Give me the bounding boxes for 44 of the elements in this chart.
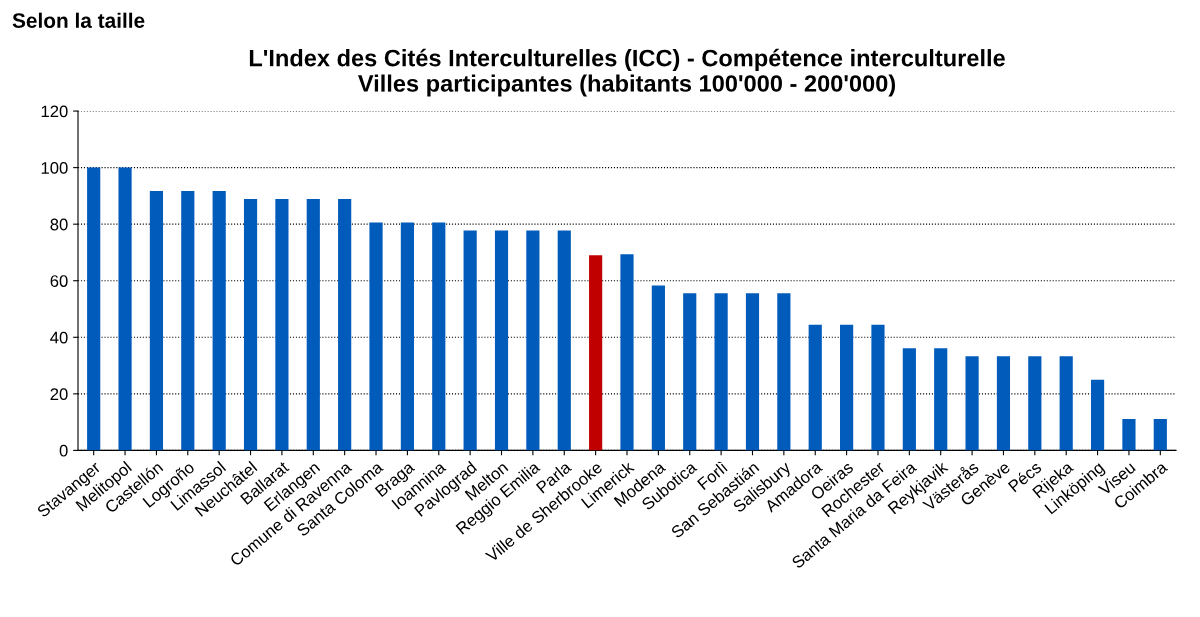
y-tick-label: 80: [50, 218, 68, 231]
y-tick-label: 40: [50, 331, 68, 344]
bar: [118, 167, 132, 451]
bar: [149, 191, 164, 451]
bar: [745, 293, 760, 451]
bar: [494, 230, 509, 451]
bar: [1028, 356, 1042, 451]
y-tick-label: 120: [41, 105, 68, 118]
bar: [212, 191, 226, 451]
bar: [306, 199, 320, 451]
bar: [871, 324, 885, 451]
bar: [714, 293, 728, 451]
bar: [620, 254, 634, 451]
bar: [1122, 419, 1136, 451]
y-tick-label: 0: [59, 444, 68, 457]
bar: [996, 356, 1011, 451]
bar: [432, 222, 446, 451]
bar: [87, 167, 101, 451]
bar: [777, 293, 791, 451]
bar: [934, 348, 948, 451]
bar: [965, 356, 979, 451]
bar: [338, 199, 352, 451]
bar: [463, 230, 477, 451]
chart-title: L'Index des Cités Interculturelles (ICC) - Compétence interculturelle Villes participantes (habitants 100'000 - 200'000): [249, 48, 1005, 97]
bar: [275, 199, 289, 451]
bar: [369, 222, 383, 451]
bar: [840, 324, 854, 451]
bar: [808, 324, 822, 451]
bar: [243, 199, 258, 451]
bar: [1090, 379, 1105, 451]
y-tick-label: 100: [41, 162, 68, 174]
bar: [1059, 356, 1073, 451]
bar: [683, 293, 697, 451]
y-tick-label: 20: [50, 388, 68, 401]
bar: [557, 230, 571, 451]
bar: [1153, 419, 1167, 451]
bar: [400, 222, 414, 451]
bar: [651, 285, 665, 451]
bar: [181, 191, 195, 451]
text: Selon la taille: [12, 12, 145, 28]
bar: [589, 255, 603, 451]
bar: [526, 230, 540, 451]
bar: [902, 348, 916, 451]
y-tick-label: 60: [50, 275, 68, 287]
